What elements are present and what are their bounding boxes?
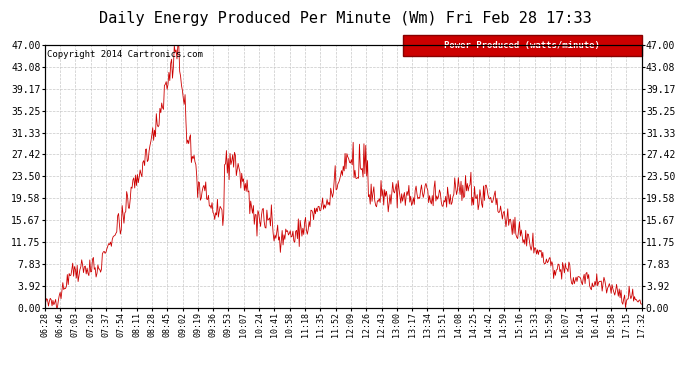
Text: Copyright 2014 Cartronics.com: Copyright 2014 Cartronics.com (47, 50, 203, 59)
Bar (403, 34, 642, 56)
Text: Power Produced (watts/minute): Power Produced (watts/minute) (444, 40, 600, 50)
Text: Daily Energy Produced Per Minute (Wm) Fri Feb 28 17:33: Daily Energy Produced Per Minute (Wm) Fr… (99, 11, 591, 26)
